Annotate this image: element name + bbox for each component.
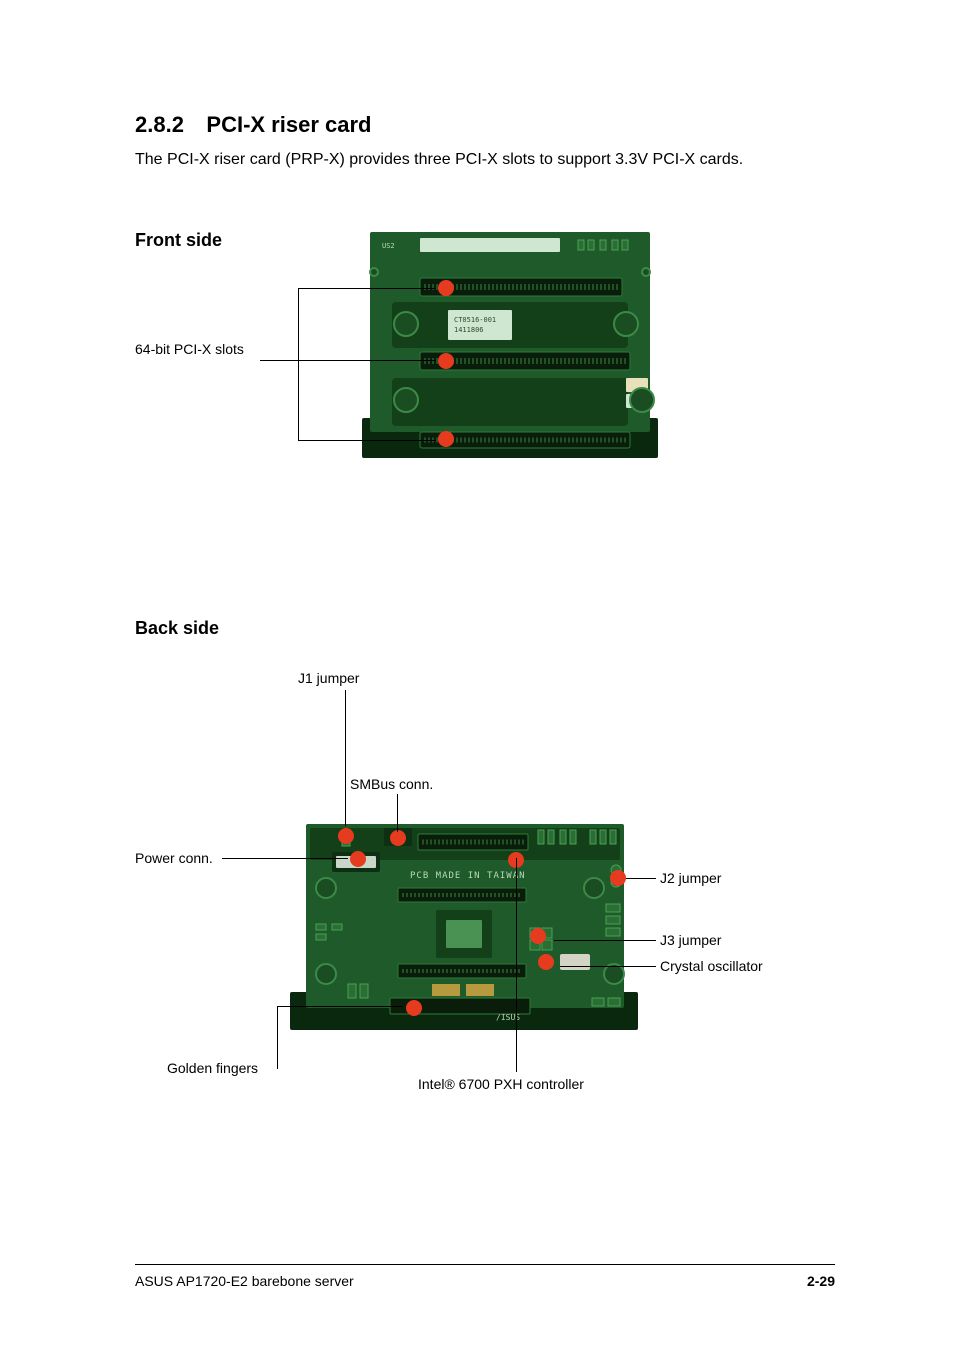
callout-line <box>260 360 298 361</box>
dot <box>338 828 354 844</box>
callout-line <box>626 878 656 879</box>
callout-line <box>277 1006 403 1007</box>
footer-left: ASUS AP1720-E2 barebone server <box>135 1273 354 1289</box>
section-number: 2.8.2 <box>135 112 184 137</box>
front-board-image: US2 CT0516-001 1411806 PRP-X <box>362 232 658 458</box>
dot <box>390 830 406 846</box>
section-title: PCI-X riser card <box>206 112 371 137</box>
callout-line <box>345 690 346 826</box>
callout-j1: J1 jumper <box>298 670 359 686</box>
callout-line <box>516 858 517 1072</box>
front-callout-label: 64-bit PCI-X slots <box>135 340 255 358</box>
callout-line <box>298 288 436 289</box>
callout-line <box>222 858 348 859</box>
svg-text:PCB MADE IN TAIWAN: PCB MADE IN TAIWAN <box>410 871 526 881</box>
dot <box>438 353 454 369</box>
callout-smbus: SMBus conn. <box>350 776 433 792</box>
dot <box>406 1000 422 1016</box>
callout-power: Power conn. <box>135 850 213 866</box>
callout-line <box>298 440 436 441</box>
intro-paragraph: The PCI-X riser card (PRP-X) provides th… <box>135 148 815 172</box>
callout-line <box>560 966 656 967</box>
dot <box>438 431 454 447</box>
dot <box>610 870 626 886</box>
callout-golden-fingers: Golden fingers <box>167 1060 258 1076</box>
callout-line <box>554 940 656 941</box>
svg-text:1411806: 1411806 <box>454 326 484 334</box>
dot <box>530 928 546 944</box>
dot <box>350 851 366 867</box>
svg-text:US2: US2 <box>382 242 395 250</box>
back-board-image: PCB MADE IN TAIWAN /ISUS <box>290 824 638 1030</box>
callout-j2: J2 jumper <box>660 870 721 886</box>
callout-line <box>298 360 436 361</box>
callout-line <box>298 288 299 440</box>
callout-crystal: Crystal oscillator <box>660 958 763 974</box>
footer-right: 2-29 <box>807 1273 835 1289</box>
dot <box>538 954 554 970</box>
back-heading: Back side <box>135 618 835 639</box>
callout-pxh: Intel® 6700 PXH controller <box>418 1076 584 1092</box>
front-callout-text: 64-bit PCI-X slots <box>135 341 244 357</box>
callout-line <box>277 1006 278 1068</box>
callout-j3: J3 jumper <box>660 932 721 948</box>
svg-text:CT0516-001: CT0516-001 <box>454 316 496 324</box>
callout-line <box>397 794 398 832</box>
dot <box>438 280 454 296</box>
callout-line <box>277 1068 278 1069</box>
